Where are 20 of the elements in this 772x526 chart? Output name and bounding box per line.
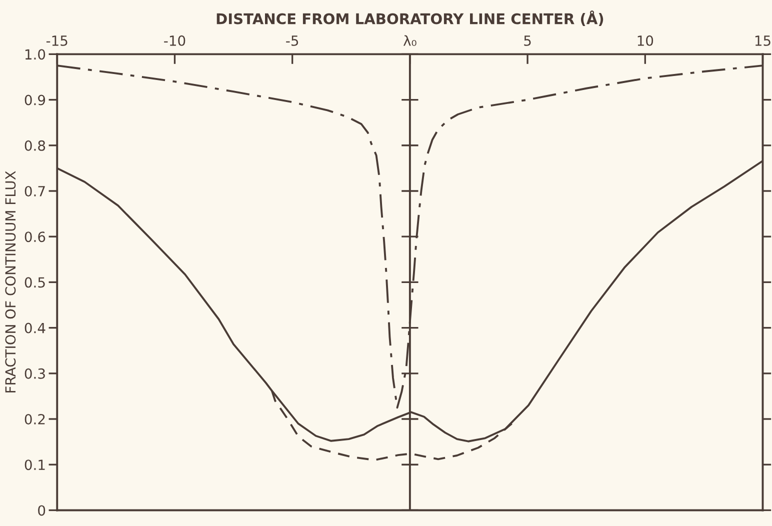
y-tick-label: 0.4 bbox=[24, 322, 46, 334]
y-tick-label: 0.7 bbox=[24, 186, 45, 196]
x-tick-label: 15 bbox=[755, 36, 770, 46]
x-tick-label: λ₀ bbox=[403, 35, 416, 46]
x-tick-label: -15 bbox=[46, 36, 68, 46]
y-tick-label: 0.1 bbox=[24, 460, 45, 470]
x-tick-label: 10 bbox=[638, 35, 654, 46]
x-axis-title: DISTANCE FROM LABORATORY LINE CENTER (Å) bbox=[216, 10, 604, 26]
x-tick-label: -10 bbox=[164, 35, 186, 46]
y-tick-label: 0.6 bbox=[24, 232, 46, 242]
y-tick-label: 0.3 bbox=[24, 368, 45, 379]
y-tick-label: 0 bbox=[38, 505, 46, 516]
y-tick-label: 0.2 bbox=[24, 414, 45, 424]
y-tick-label: 0.5 bbox=[24, 277, 45, 288]
y-tick-label: 1.0 bbox=[25, 49, 46, 60]
x-tick-label: -5 bbox=[286, 36, 298, 46]
y-axis-title: FRACTION OF CONTINUUM FLUX bbox=[5, 171, 16, 392]
x-tick-label: 5 bbox=[524, 36, 531, 46]
y-tick-label: 0.9 bbox=[24, 94, 46, 106]
y-tick-label: 0.8 bbox=[24, 140, 46, 151]
